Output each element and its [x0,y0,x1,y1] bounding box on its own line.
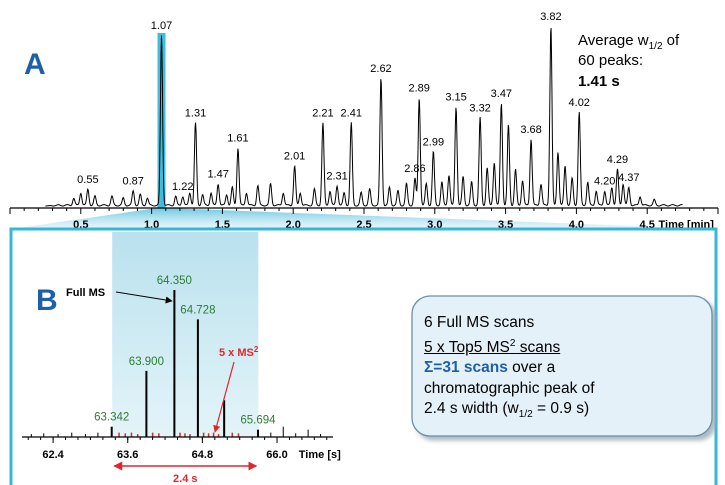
summary-text: 6 Full MS scans 5 x Top5 MS2 scans Σ=31 … [424,313,714,426]
peak-label: 2.89 [409,83,430,95]
peak-labels: 0.55 0.87 1.07 1.22 1.31 1.47 1.61 2.01 2.21 2.31… [77,11,639,193]
peak-label: 4.37 [618,172,639,184]
peak-label: 3.47 [491,88,512,100]
peak-label: 3.68 [520,124,541,136]
scan-bars [30,290,322,437]
peak-label: 4.02 [569,97,590,109]
peak-label: 2.86 [404,163,425,175]
peak-label: 2.41 [341,108,362,120]
peak-label: 2.62 [370,63,391,75]
full-ms-scan-label: 64.350 [157,275,192,287]
peak-label: 1.31 [185,108,206,120]
peak-label: 2.31 [326,170,347,182]
ms2-arrow [213,361,235,433]
peak-label: 0.87 [122,176,143,188]
highlighted-peak-bar [157,32,166,209]
x-tick-label: 63.6 [117,449,138,461]
x-axis-label-s: Time [s] [299,449,341,461]
panel-label-b: B [36,284,58,317]
chromatogram-trace [45,28,683,207]
summary-line-5: 2.4 s width (w1/2 = 0.9 s) [424,400,590,421]
summary-line-1: 6 Full MS scans [424,314,535,331]
peak-label: 2.21 [312,108,333,120]
ms-scan-panel: 62.4 63.6 64.8 66.0 63.342 63.900 64.350 64.72… [9,227,718,485]
time-axis-s-ticks: 62.4 63.6 64.8 66.0 [27,437,328,461]
peak-label: 0.55 [77,174,98,186]
x-tick-label: 64.8 [192,449,213,461]
summary-line-4: chromatographic peak of [424,379,595,397]
ms2-label: 5 x MS2 [219,345,259,359]
full-ms-scan-label: 63.900 [129,356,164,368]
full-ms-label: Full MS [66,287,105,299]
peak-label: 4.20 [594,176,615,188]
peak-label: 4.29 [607,154,628,166]
zoom-funnel [11,208,716,229]
peak-label: 3.82 [540,11,561,23]
average-width-value: 1.41 s [578,73,620,90]
full-ms-labels: 63.342 63.900 64.350 64.728 65.694 [94,275,276,427]
peak-label: 2.99 [423,136,444,148]
summary-line-3: Σ=31 scans over a [424,359,556,377]
full-ms-scan-label: 63.342 [94,412,129,424]
full-ms-scan-label: 65.694 [240,415,276,427]
average-width-line1: Average w1/2 of [578,32,680,52]
peak-label: 1.47 [207,169,228,181]
average-width-line2: 60 peaks: [578,52,643,69]
peak-label: 1.07 [151,20,172,32]
peak-label: 2.01 [284,151,305,163]
x-tick-label: 62.4 [42,449,64,461]
full-ms-scan-label: 64.728 [180,304,215,316]
peak-label: 1.22 [172,181,193,193]
chromatogram-panel: 0.5 1.0 1.5 2.0 2.5 3.0 3.5 4.0 4.5 0.55 0.871.07… [9,11,719,231]
peak-width-label: 2.4 s [173,473,197,485]
peak-label: 1.61 [227,133,248,145]
full-ms-arrow [115,291,173,304]
panel-label-a: A [24,48,46,81]
x-tick-label: 66.0 [266,449,287,461]
peak-label: 3.32 [469,102,490,114]
peak-window [112,232,259,437]
zoom-frame [9,227,718,485]
summary-line-2: 5 x Top5 MS2 scans [424,337,561,356]
peak-label: 3.15 [445,92,466,104]
summary-box [411,295,713,437]
